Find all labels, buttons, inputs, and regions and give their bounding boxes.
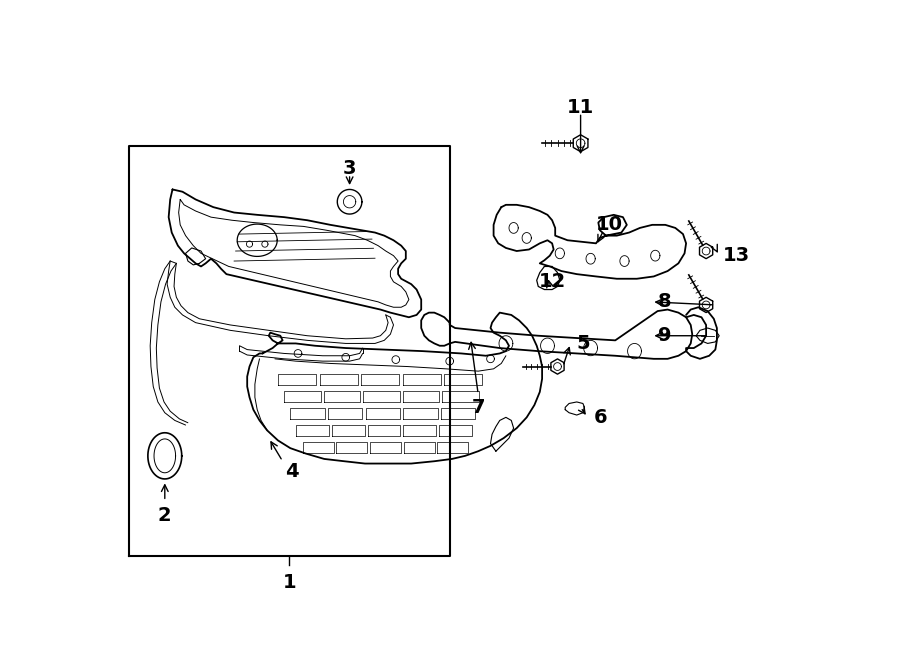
Text: 10: 10 <box>596 215 623 235</box>
Text: 6: 6 <box>594 408 608 427</box>
Text: 13: 13 <box>723 246 751 265</box>
Text: 3: 3 <box>343 159 356 178</box>
Text: 4: 4 <box>285 462 299 481</box>
Text: 5: 5 <box>577 334 590 353</box>
Text: 8: 8 <box>658 292 671 311</box>
Text: 11: 11 <box>567 98 594 116</box>
Text: 7: 7 <box>472 398 485 417</box>
Text: 9: 9 <box>658 327 671 345</box>
Text: 12: 12 <box>538 272 566 292</box>
Text: 2: 2 <box>158 506 172 525</box>
Text: 1: 1 <box>283 573 296 592</box>
